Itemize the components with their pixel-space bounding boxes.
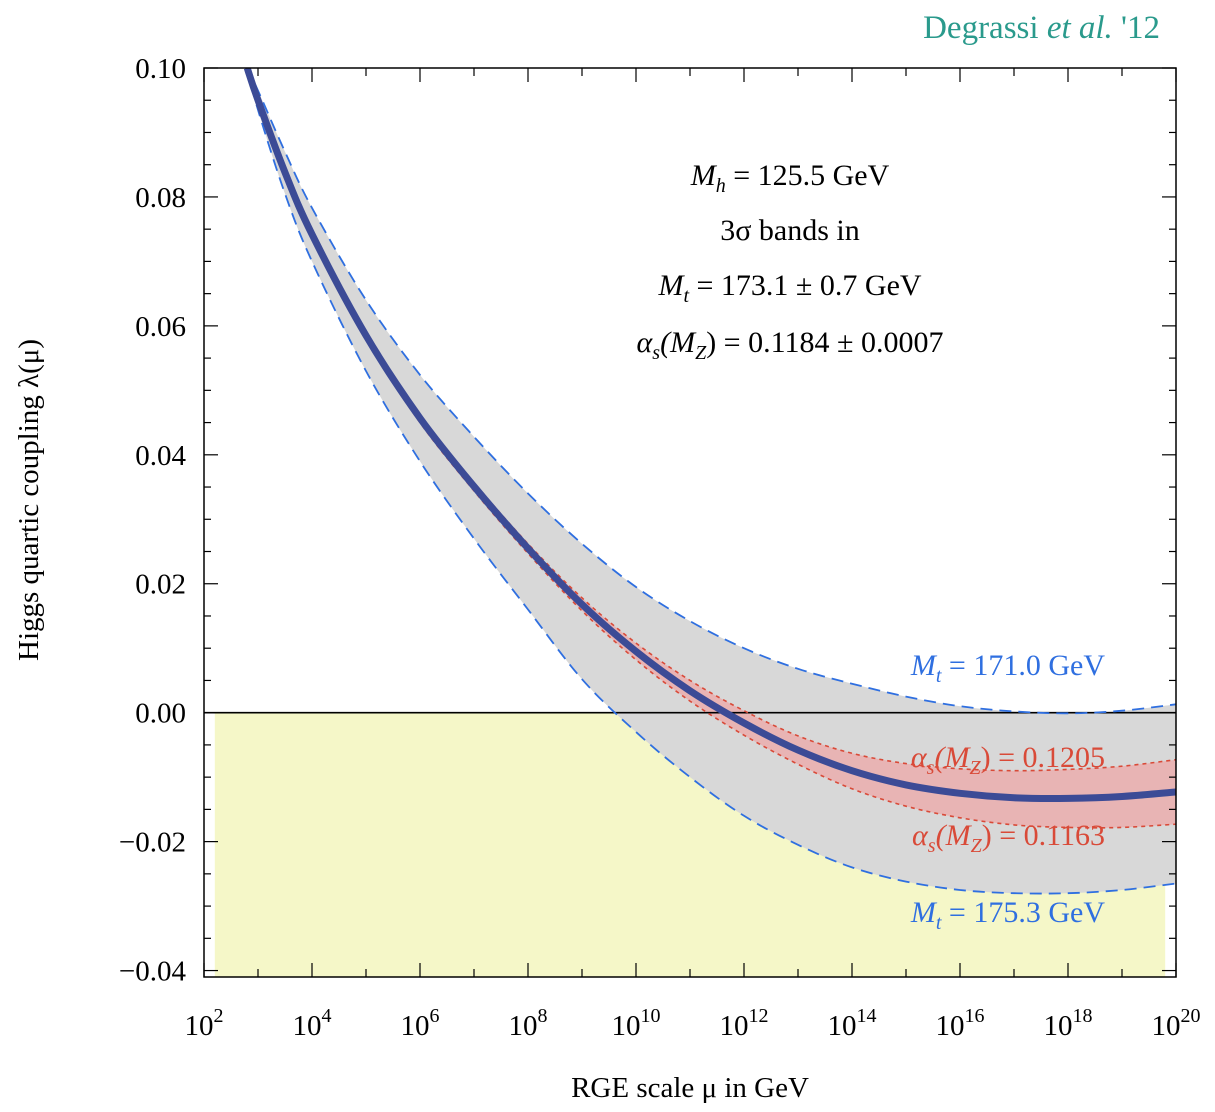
y-tick-label: 0.02: [135, 569, 186, 601]
mt-low-label: Mt = 171.0 GeV: [910, 649, 1105, 687]
mt-low-rest: = 171.0 GeV: [941, 649, 1105, 682]
x-tick-label: 104: [293, 1005, 332, 1042]
mh-sub: h: [716, 175, 726, 197]
credit-etal: et al.: [1047, 10, 1113, 46]
y-tick-label: 0.06: [135, 311, 186, 343]
y-axis-title: Higgs quartic coupling λ(μ): [13, 339, 45, 661]
mh-rest: = 125.5 GeV: [726, 159, 890, 192]
as-low-sub2: Z: [971, 835, 983, 857]
as-high-sub2: Z: [969, 757, 981, 779]
parameter-annotation: Mh = 125.5 GeV 3σ bands in Mt = 173.1 ± …: [637, 159, 944, 364]
x-tick-label: 1020: [1152, 1005, 1201, 1042]
series-line-central: [243, 68, 1176, 803]
mh-label: Mh = 125.5 GeV: [690, 159, 890, 197]
mt-low-sub: t: [936, 665, 942, 687]
series-lines: [243, 68, 1176, 895]
as-high-sub: s: [927, 757, 935, 779]
y-tick-label: 0.10: [135, 53, 186, 85]
credit-prefix: Degrassi: [923, 10, 1047, 46]
y-tick-label: 0.04: [135, 440, 186, 472]
x-tick-label: 102: [185, 1005, 224, 1042]
mh-sym: M: [690, 159, 718, 192]
as-mid: (M: [660, 326, 697, 359]
credit-suffix: '12: [1113, 10, 1160, 46]
as-high-sym: α: [911, 741, 928, 774]
mt-high-label: Mt = 175.3 GeV: [910, 896, 1105, 934]
credit-label: Degrassi et al. '12: [923, 10, 1160, 46]
series-line-as-1205: [246, 68, 1176, 772]
mt-sym: M: [657, 269, 685, 302]
x-tick-label: 1012: [720, 1005, 769, 1042]
y-tick-label: −0.02: [119, 827, 186, 859]
as-low-rest: ) = 0.1163: [982, 819, 1105, 852]
y-tick-labels: 0.10 0.08 0.06 0.04 0.02 0.00 −0.02 −0.04: [119, 53, 187, 988]
x-tick-label: 106: [401, 1005, 440, 1042]
mt-high-sym: M: [910, 896, 938, 929]
as-low-label: αs(MZ) = 0.1163: [912, 819, 1105, 857]
x-axis-title: RGE scale μ in GeV: [571, 1072, 809, 1104]
x-tick-label: 1018: [1044, 1005, 1093, 1042]
mt-high-rest: = 175.3 GeV: [941, 896, 1105, 929]
as-low-sym: α: [912, 819, 929, 852]
as-sub: s: [652, 342, 660, 364]
mt-high-sub: t: [936, 912, 942, 934]
as-sub2: Z: [695, 342, 707, 364]
as-rest: ) = 0.1184 ± 0.0007: [706, 326, 943, 359]
as-high-rest: ) = 0.1205: [981, 741, 1105, 774]
y-tick-label: 0.08: [135, 182, 186, 214]
x-tick-label: 1014: [828, 1005, 877, 1042]
x-tick-labels: 102 104 106 108 1010 1012 1014 1016 1018 1020: [185, 1005, 1201, 1042]
x-tick-label: 1010: [612, 1005, 661, 1042]
axis-ticks: [203, 67, 1177, 977]
series-line-mt-175: [246, 68, 1176, 895]
as-low-mid: (M: [936, 819, 973, 852]
mt-sub: t: [683, 285, 689, 307]
as-high-mid: (M: [934, 741, 971, 774]
as-sym: α: [637, 326, 654, 359]
mt-rest: = 173.1 ± 0.7 GeV: [689, 269, 922, 302]
bands-label: 3σ bands in: [720, 214, 860, 247]
mt-label: Mt = 173.1 ± 0.7 GeV: [657, 269, 921, 307]
as-high-label: αs(MZ) = 0.1205: [911, 741, 1105, 779]
mt-low-sym: M: [910, 649, 938, 682]
series-line-mt-171: [246, 68, 1176, 715]
alpha-s-label: αs(MZ) = 0.1184 ± 0.0007: [637, 326, 944, 364]
as-low-sub: s: [928, 835, 936, 857]
x-tick-label: 108: [509, 1005, 548, 1042]
x-tick-label: 1016: [936, 1005, 985, 1042]
y-tick-label: 0.00: [135, 698, 186, 730]
y-tick-label: −0.04: [119, 956, 187, 988]
